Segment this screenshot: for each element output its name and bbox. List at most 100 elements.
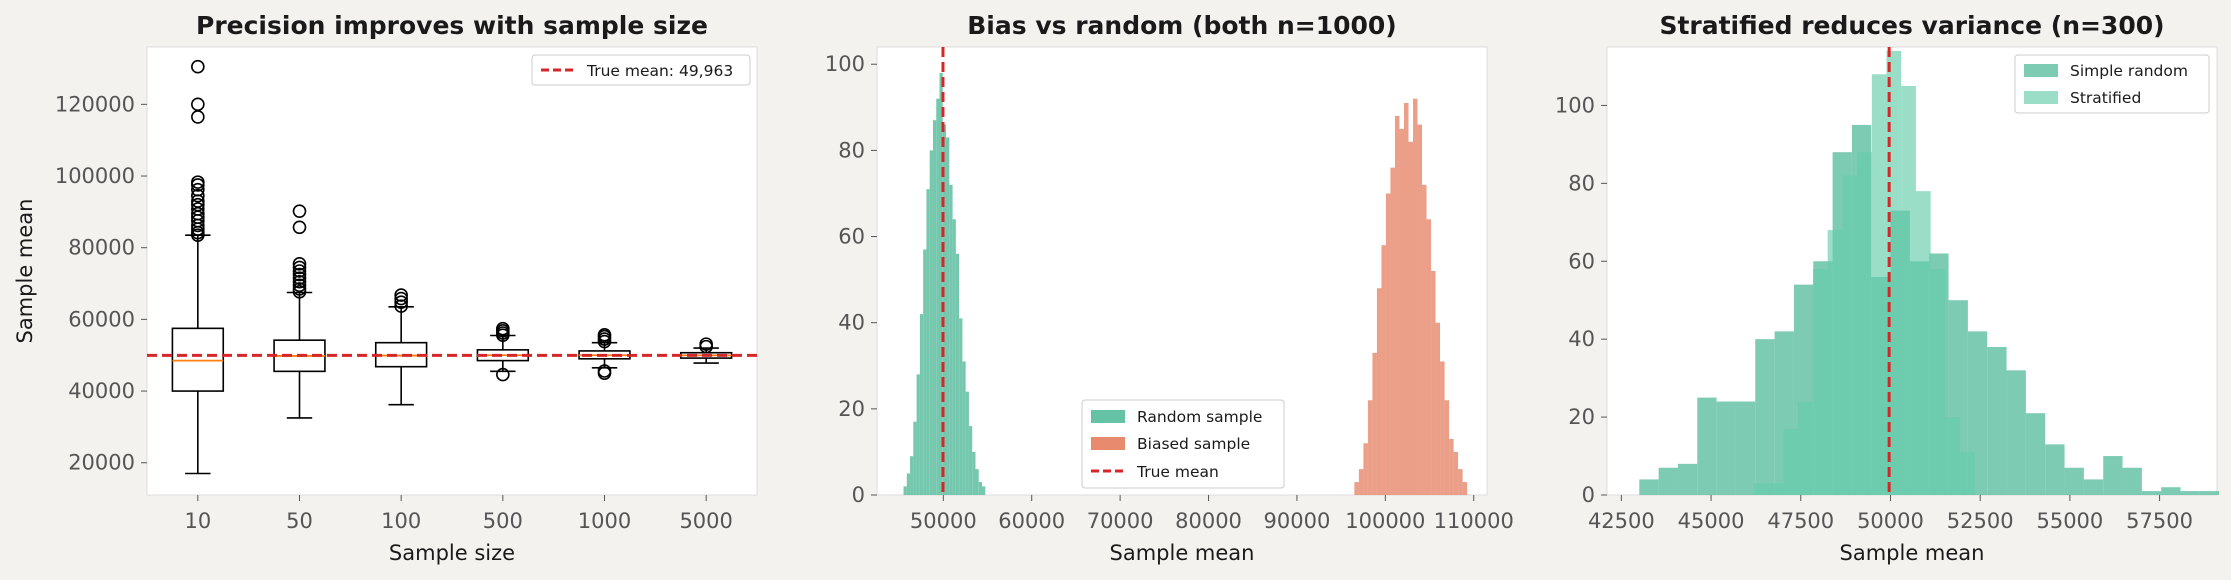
flier-point: [191, 59, 205, 74]
x-tick-label: 80000: [1175, 509, 1242, 533]
legend-stratified-swatch: [2024, 91, 2058, 104]
flier-point: [191, 97, 205, 112]
chart-panel-boxplot: Precision improves with sample size Samp…: [13, 11, 758, 565]
histogram-bar: [1385, 193, 1391, 495]
flier-point: [496, 367, 510, 382]
flier-point: [191, 182, 205, 197]
histogram-bar: [1381, 245, 1386, 495]
tick-labels: 0 20 40 60 80 100 42500 45000 47500 50000 52500 550…: [1555, 93, 2193, 533]
chart-panel-stratified-histogram: Stratified reduces variance (n=300) Samp…: [1555, 11, 2220, 565]
histogram-bar: [1754, 483, 1769, 495]
x-tick-label: 50: [286, 509, 313, 533]
histogram-bar: [926, 189, 930, 495]
histogram-bar: [1871, 74, 1887, 495]
histogram-bar: [972, 451, 976, 495]
y-tick-label: 40: [838, 311, 865, 335]
histogram-bar: [1444, 400, 1450, 495]
flier-point: [597, 327, 612, 342]
x-axis-label: Sample mean: [1840, 541, 1985, 565]
histogram-bar: [1639, 479, 1659, 495]
flier-point: [496, 321, 510, 336]
y-tick-label: 40000: [68, 379, 135, 403]
histogram-bar: [1783, 428, 1799, 495]
legend-box: [1081, 399, 1285, 489]
legend-label-biased: Biased sample: [1137, 435, 1250, 453]
box-10: [171, 59, 225, 475]
histogram-bar: [1945, 417, 1961, 495]
plot-marks: [1639, 47, 2220, 496]
flier-point: [292, 267, 307, 282]
legend-biased-swatch: [1091, 437, 1125, 450]
x-tick-label: 50000: [1857, 509, 1924, 533]
histogram-bar: [2025, 413, 2046, 495]
x-tick-label: 500: [483, 509, 523, 533]
legend-label-simple-random: Simple random: [2070, 62, 2188, 80]
x-tick-label: 47500: [1767, 509, 1834, 533]
histogram-bar: [1453, 451, 1459, 495]
chart-title: Stratified reduces variance (n=300): [1659, 11, 2164, 40]
x-tick-label: 100000: [1345, 509, 1425, 533]
flier-point: [292, 271, 307, 285]
histogram-bar: [968, 426, 973, 495]
histogram-bar: [906, 473, 911, 495]
series-1: [1354, 98, 1468, 496]
histogram-bar: [1413, 98, 1418, 495]
histogram-bar: [1358, 469, 1364, 495]
flier-point: [292, 257, 307, 271]
histogram-bar: [923, 249, 927, 495]
flier-point: [292, 282, 307, 296]
histogram-bar: [2122, 467, 2142, 495]
y-tick-label: 80000: [68, 236, 135, 260]
histogram-bar: [952, 219, 956, 496]
histogram-bar: [2006, 370, 2026, 495]
legend: Random sample Biased sample True mean: [1081, 399, 1285, 489]
x-tick-label: 1000: [578, 509, 631, 533]
histogram-bar: [949, 184, 953, 495]
histogram-bar: [1716, 401, 1736, 495]
plot-area: [146, 46, 758, 496]
histogram-bar: [1857, 152, 1872, 495]
histogram-bar: [2199, 491, 2220, 495]
histogram-bar: [1435, 322, 1441, 495]
legend-label-stratified: Stratified: [2070, 89, 2141, 107]
histogram-bar: [1399, 128, 1404, 495]
x-tick-label: 57500: [2126, 509, 2193, 533]
x-tick-label: 90000: [1264, 509, 1331, 533]
histogram-bar: [932, 120, 937, 495]
legend: Simple random Stratified: [2014, 54, 2210, 114]
plot-marks: [147, 59, 757, 475]
flier-point: [292, 260, 307, 275]
histogram-bar: [1426, 219, 1432, 496]
histogram-bar: [946, 137, 950, 495]
x-tick-label: 70000: [1087, 509, 1154, 533]
x-tick-label: 10: [184, 509, 211, 533]
histogram-bar: [2141, 491, 2162, 495]
histogram-bar: [2064, 467, 2084, 495]
histogram-bar: [1901, 85, 1916, 496]
y-tick-label: 100: [825, 52, 865, 76]
histogram-bar: [955, 253, 960, 495]
y-tick-label: 120000: [55, 92, 135, 116]
histogram-bar: [903, 486, 907, 495]
histogram-bar: [1408, 141, 1414, 495]
histogram-bar: [982, 486, 986, 495]
histogram-bar: [1697, 397, 1717, 495]
histogram-bar: [1390, 167, 1395, 495]
y-tick-label: 40: [1568, 327, 1595, 351]
plot-marks: [903, 47, 1468, 496]
x-tick-label: 5000: [679, 509, 732, 533]
histogram-bar: [1658, 467, 1678, 495]
histogram-bar: [1798, 401, 1813, 495]
flier-point: [394, 295, 408, 309]
histogram-bar: [1376, 288, 1382, 495]
legend-label-random: Random sample: [1137, 408, 1262, 426]
histogram-bar: [1372, 352, 1377, 495]
histogram-bar: [1677, 463, 1698, 495]
histogram-bar: [1431, 271, 1436, 495]
histogram-bar: [939, 72, 943, 495]
histogram-bar: [919, 314, 924, 495]
histogram-bar: [2180, 491, 2200, 495]
chart-title: Bias vs random (both n=1000): [967, 11, 1396, 40]
y-tick-label: 100: [1555, 93, 1595, 117]
